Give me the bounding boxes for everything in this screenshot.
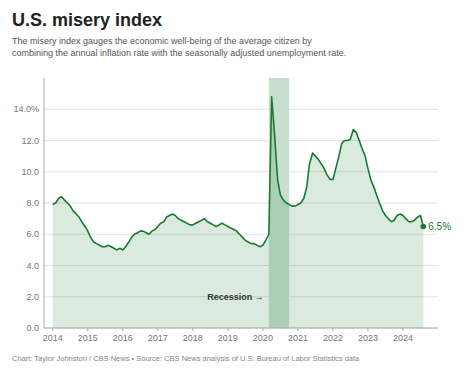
x-tick — [297, 328, 298, 331]
x-tick-label: 2017 — [148, 333, 168, 343]
x-tick — [87, 328, 88, 331]
x-axis-line — [44, 328, 438, 329]
end-label: 6.5% — [428, 221, 451, 232]
x-tick — [122, 328, 123, 331]
y-tick-label: 14.0% — [13, 104, 39, 114]
x-tick-label: 2019 — [218, 333, 238, 343]
y-tick-label: 8.0 — [26, 198, 39, 208]
grid-line — [44, 328, 438, 329]
x-tick-label: 2016 — [113, 333, 133, 343]
subtitle-line: combining the annual inflation rate with… — [12, 48, 346, 58]
x-tick — [52, 328, 53, 331]
x-tick — [192, 328, 193, 331]
subtitle-line: The misery index gauges the economic wel… — [12, 36, 312, 46]
y-tick-label: 10.0 — [21, 167, 39, 177]
footer: Chart: Taylor Johnston / CBS News • Sour… — [12, 354, 360, 363]
x-tick — [157, 328, 158, 331]
y-tick-label: 0.0 — [26, 323, 39, 333]
band-label: Recession → — [207, 292, 264, 302]
x-tick-label: 2024 — [393, 333, 413, 343]
marks — [53, 78, 426, 328]
x-tick — [227, 328, 228, 331]
x-tick — [402, 328, 403, 331]
grid-line — [44, 171, 438, 172]
x-tick-label: 2020 — [253, 333, 273, 343]
subtitle: The misery index gauges the economic wel… — [12, 36, 346, 58]
x-tick-label: 2021 — [288, 333, 308, 343]
area — [53, 97, 424, 328]
end-point — [420, 224, 426, 230]
x-tick-label: 2023 — [358, 333, 378, 343]
x-tick — [262, 328, 263, 331]
y-tick-label: 12.0 — [21, 136, 39, 146]
chart: U.S. misery index The misery index gauges… — [0, 0, 474, 372]
x-tick-label: 2014 — [43, 333, 63, 343]
x-tick-label: 2015 — [78, 333, 98, 343]
y-tick-label: 4.0 — [26, 261, 39, 271]
grid-line — [44, 140, 438, 141]
y-tick-label: 2.0 — [26, 292, 39, 302]
y-tick-label: 6.0 — [26, 229, 39, 239]
grid-line — [44, 109, 438, 110]
line — [53, 97, 424, 250]
x-tick-label: 2018 — [183, 333, 203, 343]
x-tick-label: 2022 — [323, 333, 343, 343]
page: {"chart_data": { "type": "area", "title"… — [0, 0, 474, 372]
y-axis-line — [44, 78, 45, 328]
x-tick — [332, 328, 333, 331]
x-tick — [367, 328, 368, 331]
title: U.S. misery index — [12, 10, 162, 30]
